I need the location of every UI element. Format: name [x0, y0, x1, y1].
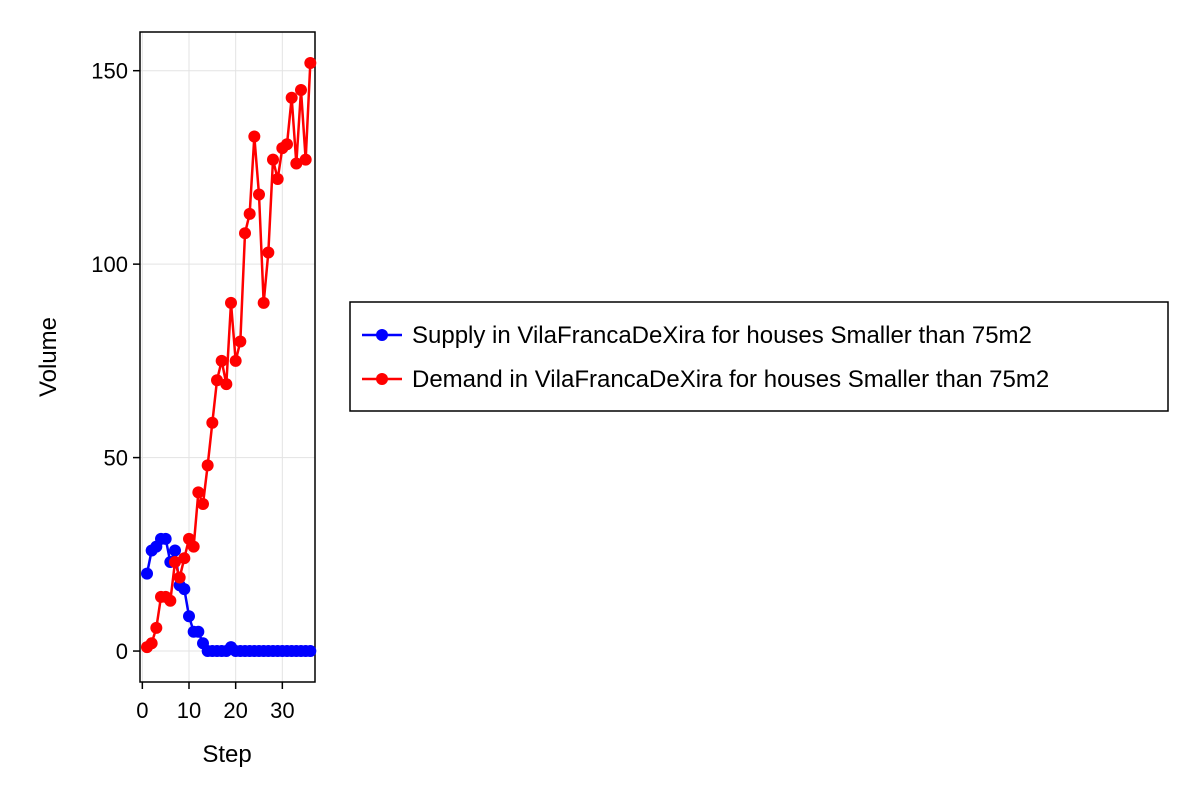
data-point-demand	[257, 296, 270, 309]
data-point-demand	[192, 486, 205, 499]
data-point-demand	[169, 556, 181, 569]
x-tick-label: 20	[223, 698, 247, 723]
series-demand	[141, 56, 317, 654]
data-point-demand	[173, 571, 186, 584]
x-tick-label: 30	[270, 698, 294, 723]
data-point-demand	[197, 498, 209, 511]
x-tick-label: 10	[177, 698, 201, 723]
data-point-demand	[150, 621, 163, 634]
series-layer	[141, 56, 317, 658]
data-point-demand	[211, 374, 223, 387]
data-point-demand	[225, 296, 237, 309]
x-tick-label: 0	[136, 698, 148, 723]
data-point-demand	[220, 378, 233, 391]
data-point-supply	[159, 532, 172, 545]
data-point-demand	[281, 138, 293, 151]
data-point-demand	[201, 459, 214, 472]
legend-marker-supply	[376, 329, 388, 341]
data-point-demand	[178, 552, 191, 565]
data-point-demand	[285, 91, 298, 104]
data-point-supply	[178, 583, 191, 596]
data-point-demand	[262, 246, 275, 259]
series-supply	[141, 532, 317, 658]
data-point-demand	[206, 416, 219, 429]
data-point-supply	[169, 544, 181, 557]
legend-marker-demand	[376, 373, 388, 385]
plot-frame	[139, 31, 316, 683]
y-tick-label: 0	[116, 639, 128, 664]
legend: Supply in VilaFrancaDeXira for houses Sm…	[349, 301, 1169, 412]
y-tick-label: 50	[104, 446, 128, 471]
legend-frame	[349, 301, 1169, 412]
data-point-demand	[295, 84, 307, 97]
data-point-demand	[243, 207, 256, 220]
data-point-demand	[187, 540, 200, 553]
data-point-demand	[234, 335, 247, 348]
data-point-supply	[141, 567, 153, 580]
data-point-demand	[215, 354, 228, 367]
data-point-demand	[271, 173, 284, 186]
data-point-supply	[304, 645, 317, 658]
legend-label-supply: Supply in VilaFrancaDeXira for houses Sm…	[412, 322, 1032, 349]
data-point-demand	[164, 594, 177, 607]
x-axis-label: Step	[202, 741, 251, 768]
data-point-demand	[239, 227, 251, 240]
data-point-demand	[290, 157, 303, 170]
y-tick-label: 150	[91, 59, 128, 84]
data-point-demand	[299, 153, 312, 166]
axis-ticks: 0 10 20 30 0 50 100 150	[91, 59, 294, 723]
data-point-demand	[229, 354, 242, 367]
data-point-demand	[267, 153, 279, 166]
data-point-demand	[145, 637, 158, 650]
legend-label-demand: Demand in VilaFrancaDeXira for houses Sm…	[412, 366, 1049, 393]
data-point-demand	[248, 130, 261, 143]
y-axis-label: Volume	[35, 317, 62, 397]
data-point-demand	[253, 188, 265, 201]
data-point-supply	[192, 625, 205, 638]
y-tick-label: 100	[91, 252, 128, 277]
data-point-supply	[183, 610, 195, 623]
data-point-demand	[304, 56, 317, 69]
